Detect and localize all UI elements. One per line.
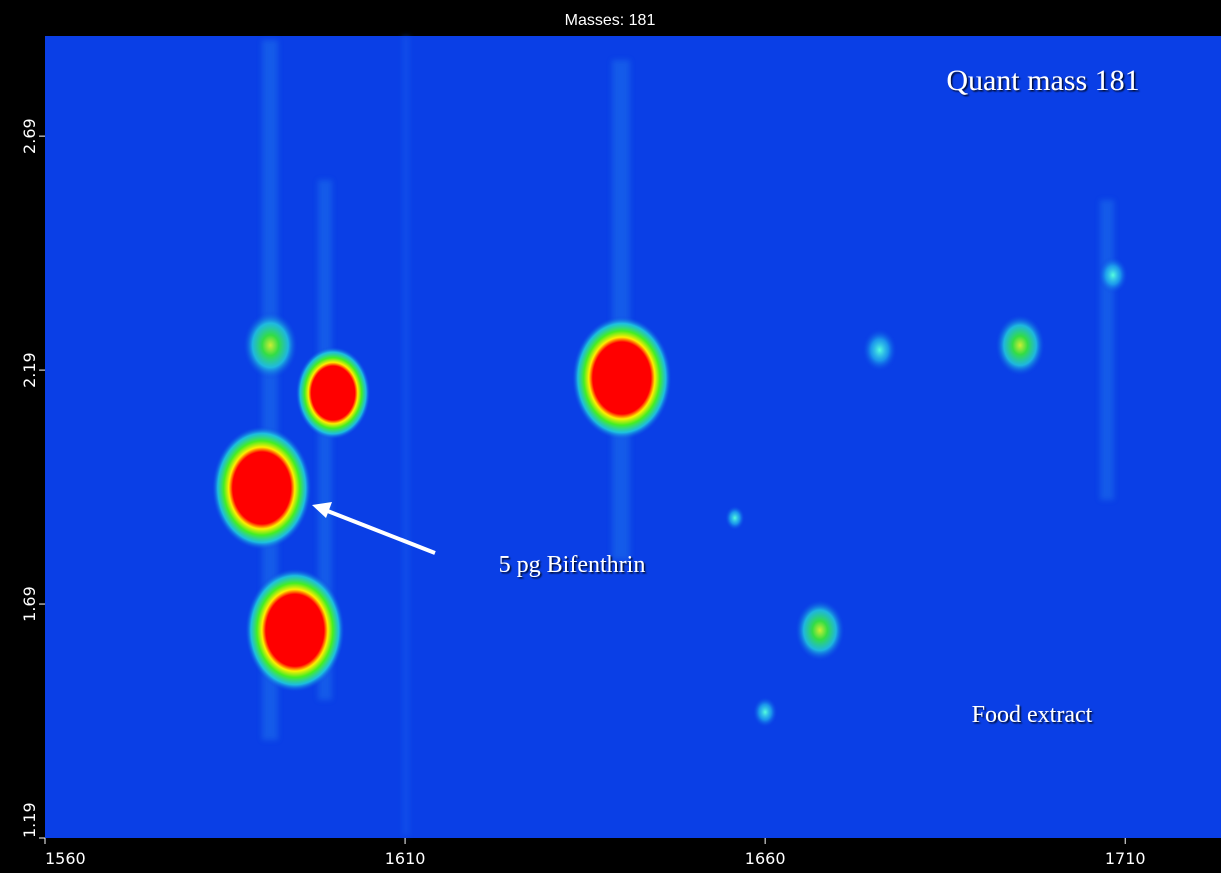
peak bbox=[725, 506, 745, 531]
peak bbox=[862, 328, 897, 371]
peak bbox=[753, 697, 778, 728]
peak bbox=[296, 347, 371, 440]
x-tick-label: 1660 bbox=[745, 849, 786, 868]
peak bbox=[1098, 257, 1128, 294]
y-tick-label: 2.19 bbox=[20, 352, 39, 388]
annotation: Food extract bbox=[972, 702, 1093, 728]
x-tick-label: 1710 bbox=[1105, 849, 1146, 868]
y-tick-label: 1.69 bbox=[20, 586, 39, 622]
chart: Masses: 181 Quant mass 181 Food extract … bbox=[0, 0, 1221, 873]
peak bbox=[243, 311, 298, 379]
y-tick-label: 1.19 bbox=[20, 802, 39, 838]
chart-title: Masses: 181 bbox=[565, 12, 656, 29]
page: {"chart_data": { "type": "contour", "tit… bbox=[0, 0, 1221, 873]
annotation: Quant mass 181 bbox=[946, 64, 1139, 97]
annotation: 5 pg Bifenthrin bbox=[499, 552, 646, 578]
x-tick-label: 1560 bbox=[45, 849, 86, 868]
peak bbox=[245, 568, 345, 692]
y-tick-label: 2.69 bbox=[20, 118, 39, 154]
peak bbox=[995, 314, 1045, 376]
peak bbox=[212, 426, 312, 550]
peak bbox=[572, 316, 672, 440]
x-tick-label: 1610 bbox=[385, 849, 426, 868]
peak bbox=[795, 599, 845, 661]
